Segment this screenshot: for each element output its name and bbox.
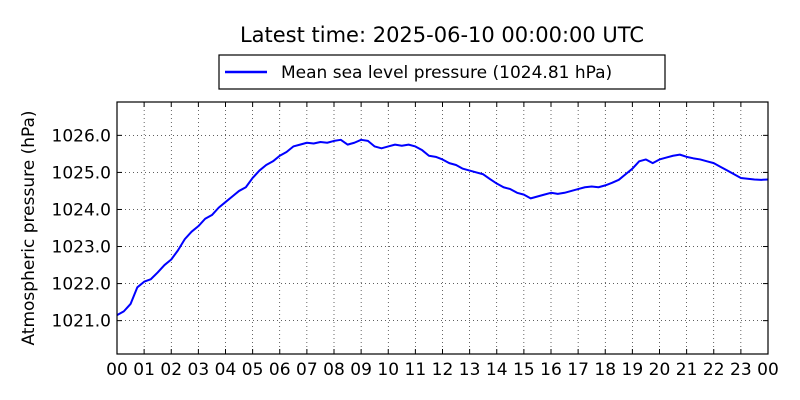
series-line-mslp (116, 138, 769, 316)
y-tick-label: 1022.0 (52, 275, 111, 295)
x-tick-label: 02 (160, 360, 182, 380)
x-tick-label: 11 (405, 360, 427, 380)
x-tick-label: 08 (323, 360, 345, 380)
x-tick-label: 00 (757, 360, 779, 380)
x-tick-label: 14 (486, 360, 508, 380)
x-tick-label: 15 (513, 360, 535, 380)
y-tick-label: 1023.0 (52, 238, 111, 258)
axis-ticks: 00 01 02 03 04 05 06 07 08 09 10 11 12 13 14 15 16 17 18 19… (52, 102, 779, 380)
x-tick-label: 22 (703, 360, 725, 380)
y-tick-label: 1021.0 (52, 312, 111, 332)
x-tick-label: 05 (242, 360, 264, 380)
y-axis-label: Atmospheric pressure (hPa) (19, 110, 39, 345)
legend-label: Mean sea level pressure (1024.81 hPa) (281, 63, 612, 83)
x-tick-label: 09 (350, 360, 372, 380)
x-tick-label: 03 (188, 360, 210, 380)
grid-lines (117, 102, 768, 354)
series-group (116, 138, 769, 316)
x-tick-label: 20 (649, 360, 671, 380)
x-tick-label: 01 (133, 360, 155, 380)
y-tick-label: 1024.0 (52, 200, 111, 220)
legend: Mean sea level pressure (1024.81 hPa) (218, 54, 666, 90)
x-tick-label: 00 (106, 360, 128, 380)
legend-box (218, 54, 666, 90)
x-tick-label: 21 (676, 360, 698, 380)
x-tick-label: 17 (567, 360, 589, 380)
x-tick-label: 10 (377, 360, 399, 380)
x-tick-label: 19 (622, 360, 644, 380)
x-tick-label: 07 (296, 360, 318, 380)
x-tick-label: 06 (269, 360, 291, 380)
chart-title: Latest time: 2025-06-10 00:00:00 UTC (240, 23, 644, 47)
x-tick-label: 13 (459, 360, 481, 380)
x-tick-label: 23 (730, 360, 752, 380)
y-tick-label: 1025.0 (52, 163, 111, 183)
x-tick-label: 16 (540, 360, 562, 380)
y-tick-label: 1026.0 (52, 126, 111, 146)
plot-frame (116, 101, 769, 355)
x-tick-label: 12 (432, 360, 454, 380)
x-tick-label: 18 (594, 360, 616, 380)
x-tick-label: 04 (215, 360, 237, 380)
